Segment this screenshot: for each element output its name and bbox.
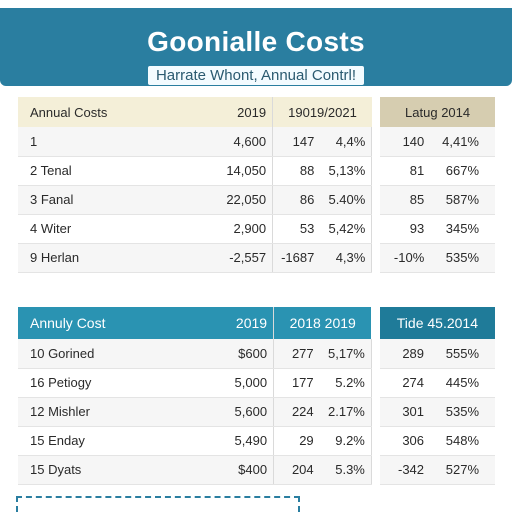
- table-cell: 81: [380, 156, 431, 186]
- table-cell: 445%: [430, 368, 495, 398]
- table-cell: 204: [273, 455, 320, 485]
- table-cell: 5.40%: [320, 185, 373, 215]
- table-cell: -342: [379, 455, 431, 485]
- table-cell: $600: [185, 339, 275, 369]
- table-cell: 3 Fanal: [18, 185, 185, 215]
- column-header: Latug 2014: [380, 97, 495, 127]
- table-cell: 2,900: [184, 214, 274, 244]
- table-row: 9 Herlan -2,557 -1687 4,3% -10% 535%: [18, 243, 495, 273]
- table-cell: 14,050: [184, 156, 274, 186]
- column-header: 19019/2021: [272, 97, 372, 127]
- table-cell: 4,3%: [320, 243, 373, 273]
- annuly-cost-table: Annuly Cost 2019 2018 2019 Tide 45.2014 …: [18, 307, 495, 485]
- page-title: Goonialle Costs: [147, 26, 365, 57]
- table-cell: 15 Enday: [18, 426, 186, 456]
- table-cell: 277: [273, 339, 320, 369]
- table-cell: 5,000: [185, 368, 275, 398]
- table-cell: 345%: [430, 214, 495, 244]
- table-cell: 15 Dyats: [18, 455, 186, 485]
- table-cell: -1687: [272, 243, 321, 273]
- table-cell: 10 Gorined: [18, 339, 186, 369]
- table-cell: 535%: [430, 397, 495, 427]
- annual-costs-table: Annual Costs 2019 19019/2021 Latug 2014 …: [18, 97, 495, 273]
- table-cell: 177: [273, 368, 320, 398]
- table-cell: 1: [18, 127, 185, 157]
- table-cell: 667%: [430, 156, 495, 186]
- table-cell: 555%: [430, 339, 495, 369]
- table-row: 2 Tenal 14,050 88 5,13% 81 667%: [18, 156, 495, 186]
- table-cell: 224: [273, 397, 320, 427]
- table-cell: 88: [272, 156, 321, 186]
- table-cell: 4 Witer: [18, 214, 185, 244]
- table-row: 3 Fanal 22,050 86 5.40% 85 587%: [18, 185, 495, 215]
- table-cell: 9 Herlan: [18, 243, 185, 273]
- table-cell: -10%: [380, 243, 431, 273]
- table-cell: 12 Mishler: [18, 397, 186, 427]
- table-cell: 53: [272, 214, 321, 244]
- table-cell: 85: [380, 185, 431, 215]
- table-cell: $400: [185, 455, 275, 485]
- page-subtitle: Harrate Whont, Annual Contrl!: [147, 66, 365, 85]
- column-header: 2019: [184, 97, 274, 127]
- table-header-row: Annual Costs 2019 19019/2021 Latug 2014: [18, 97, 495, 127]
- table-row: 15 Dyats $400 204 5.3% -342 527%: [18, 455, 495, 485]
- column-header: Tide 45.2014: [379, 307, 495, 339]
- table-cell: 5,42%: [320, 214, 373, 244]
- table-cell: 22,050: [184, 185, 274, 215]
- header-banner: Goonialle Costs Harrate Whont, Annual Co…: [0, 8, 512, 86]
- table-cell: 4,600: [184, 127, 274, 157]
- column-header: 2019: [185, 307, 275, 339]
- table-cell: 29: [273, 426, 320, 456]
- table-cell: 4,41%: [430, 127, 495, 157]
- table-cell: 5,13%: [320, 156, 373, 186]
- table-row: 12 Mishler 5,600 224 2.17% 301 535%: [18, 397, 495, 427]
- table-cell: 93: [380, 214, 431, 244]
- table-cell: 147: [272, 127, 321, 157]
- table-cell: 535%: [430, 243, 495, 273]
- table-cell: 16 Petiogy: [18, 368, 186, 398]
- column-header: Annuly Cost: [18, 307, 186, 339]
- table-cell: -2,557: [184, 243, 274, 273]
- table-row: 10 Gorined $600 277 5,17% 289 555%: [18, 339, 495, 369]
- table-cell: 5,17%: [319, 339, 372, 369]
- table-cell: 5,490: [185, 426, 275, 456]
- column-header: 2018 2019: [273, 307, 372, 339]
- table-cell: 548%: [430, 426, 495, 456]
- table-cell: 140: [380, 127, 431, 157]
- table-row: 16 Petiogy 5,000 177 5.2% 274 445%: [18, 368, 495, 398]
- table-cell: 306: [379, 426, 431, 456]
- table-cell: 289: [379, 339, 431, 369]
- table-cell: 587%: [430, 185, 495, 215]
- table-row: 15 Enday 5,490 29 9.2% 306 548%: [18, 426, 495, 456]
- table-header-row: Annuly Cost 2019 2018 2019 Tide 45.2014: [18, 307, 495, 339]
- table-cell: 5,600: [185, 397, 275, 427]
- table-cell: 5.3%: [319, 455, 372, 485]
- table-cell: 527%: [430, 455, 495, 485]
- table-cell: 9.2%: [319, 426, 372, 456]
- table-cell: 274: [379, 368, 431, 398]
- table-cell: 4,4%: [320, 127, 373, 157]
- table-cell: 2 Tenal: [18, 156, 185, 186]
- table-cell: 5.2%: [319, 368, 372, 398]
- table-cell: 86: [272, 185, 321, 215]
- table-row: 4 Witer 2,900 53 5,42% 93 345%: [18, 214, 495, 244]
- table-cell: 2.17%: [319, 397, 372, 427]
- table-row: 1 4,600 147 4,4% 140 4,41%: [18, 127, 495, 157]
- dashed-outline: [16, 496, 300, 512]
- column-header: Annual Costs: [18, 97, 185, 127]
- table-cell: 301: [379, 397, 431, 427]
